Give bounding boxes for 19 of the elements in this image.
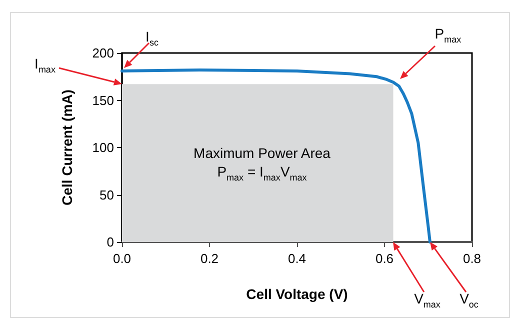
y-tick-label: 150	[92, 92, 114, 108]
annotation: P$_{max}$ = I$_{max}$V$_{max}$	[217, 164, 307, 182]
x-tick-label: 0.8	[462, 251, 482, 266]
annotation: I$_{sc}$	[146, 28, 158, 48]
annotation: V$_{oc}$	[460, 290, 478, 310]
x-tick-label: 0.2	[200, 251, 219, 266]
annotation: V$_{max}$	[414, 290, 440, 310]
x-tick-label: 0.4	[288, 251, 306, 266]
y-tick-label: 200	[92, 46, 114, 60]
y-tick-label: 50	[100, 187, 114, 202]
annotation: Maximum Power Area	[194, 145, 330, 161]
x-tick-label: 0.0	[112, 251, 132, 266]
y-axis-title: Cell Current (mA)	[59, 90, 75, 206]
y-tick-label: 100	[92, 140, 114, 155]
annotation: I$_{max}$	[34, 56, 56, 75]
y-tick-label: 0	[106, 234, 114, 250]
x-tick-label: 0.6	[375, 251, 394, 266]
x-axis-title: Cell Voltage (V)	[246, 286, 348, 302]
annotation: P$_{max}$	[434, 26, 462, 45]
